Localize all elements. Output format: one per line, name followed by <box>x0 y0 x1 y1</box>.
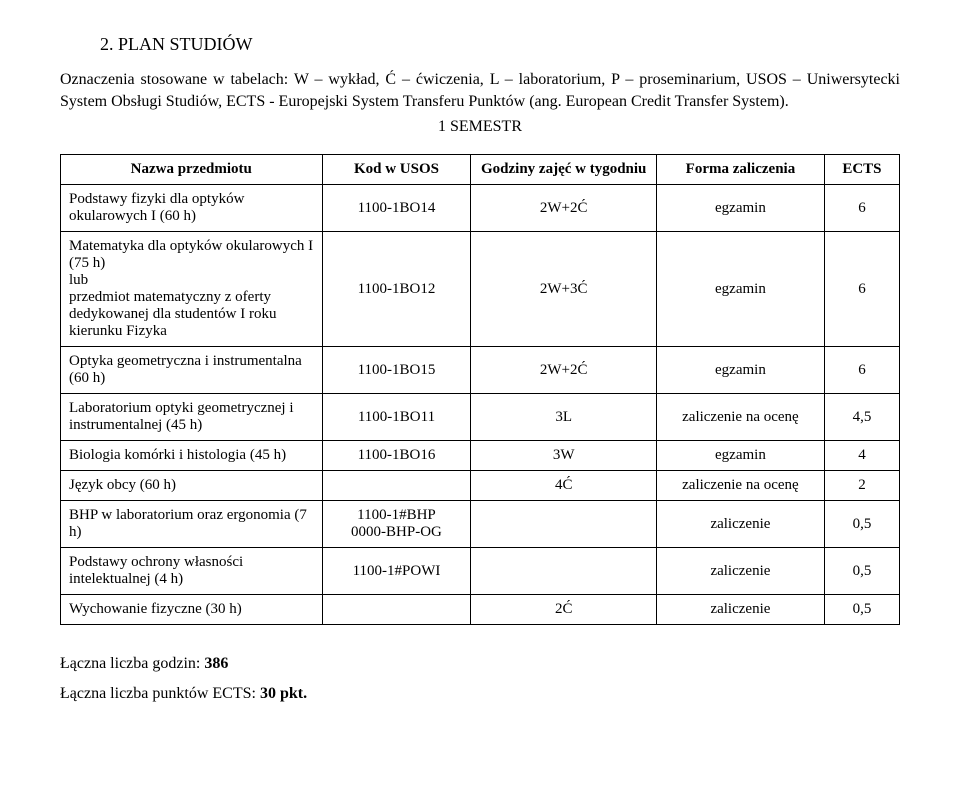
total-ects-value: 30 pkt. <box>260 685 307 702</box>
total-hours-value: 386 <box>204 655 228 672</box>
cell-code: 1100-1BO15 <box>322 347 471 394</box>
cell-code: 1100-1BO14 <box>322 185 471 232</box>
cell-hours: 2W+2Ć <box>471 185 657 232</box>
total-ects: Łączna liczba punktów ECTS: 30 pkt. <box>60 685 900 703</box>
total-hours: Łączna liczba godzin: 386 <box>60 655 900 673</box>
cell-ects: 0,5 <box>824 595 899 625</box>
page: 2. PLAN STUDIÓW Oznaczenia stosowane w t… <box>0 0 960 755</box>
cell-name: Optyka geometryczna i instrumentalna (60… <box>61 347 323 394</box>
cell-name: Matematyka dla optyków okularowych I (75… <box>61 232 323 347</box>
cell-hours: 2W+2Ć <box>471 347 657 394</box>
cell-ects: 0,5 <box>824 548 899 595</box>
cell-form: zaliczenie <box>656 595 824 625</box>
cell-name: BHP w laboratorium oraz ergonomia (7 h) <box>61 501 323 548</box>
cell-name: Biologia komórki i histologia (45 h) <box>61 441 323 471</box>
cell-hours: 4Ć <box>471 471 657 501</box>
semester-label: 1 SEMESTR <box>60 118 900 136</box>
table-header-row: Nazwa przedmiotu Kod w USOS Godziny zaję… <box>61 155 900 185</box>
cell-ects: 6 <box>824 232 899 347</box>
table-row: Laboratorium optyki geometrycznej i inst… <box>61 394 900 441</box>
cell-code: 1100-1#POWI <box>322 548 471 595</box>
intro-text: Oznaczenia stosowane w tabelach: W – wyk… <box>60 69 900 112</box>
cell-code: 1100-1BO12 <box>322 232 471 347</box>
cell-ects: 0,5 <box>824 501 899 548</box>
cell-form: zaliczenie <box>656 548 824 595</box>
table-row: Wychowanie fizyczne (30 h) 2Ć zaliczenie… <box>61 595 900 625</box>
col-ects: ECTS <box>824 155 899 185</box>
table-row: Język obcy (60 h) 4Ć zaliczenie na ocenę… <box>61 471 900 501</box>
cell-code: 1100-1BO16 <box>322 441 471 471</box>
cell-hours: 3L <box>471 394 657 441</box>
cell-ects: 4 <box>824 441 899 471</box>
total-ects-label: Łączna liczba punktów ECTS: <box>60 685 260 702</box>
cell-code <box>322 595 471 625</box>
total-hours-label: Łączna liczba godzin: <box>60 655 204 672</box>
cell-hours <box>471 501 657 548</box>
courses-table: Nazwa przedmiotu Kod w USOS Godziny zaję… <box>60 154 900 625</box>
cell-code <box>322 471 471 501</box>
cell-hours: 2Ć <box>471 595 657 625</box>
col-name: Nazwa przedmiotu <box>61 155 323 185</box>
col-form: Forma zaliczenia <box>656 155 824 185</box>
col-code: Kod w USOS <box>322 155 471 185</box>
cell-hours: 3W <box>471 441 657 471</box>
section-heading: 2. PLAN STUDIÓW <box>100 34 900 55</box>
cell-ects: 2 <box>824 471 899 501</box>
cell-form: zaliczenie na ocenę <box>656 394 824 441</box>
table-body: Podstawy fizyki dla optyków okularowych … <box>61 185 900 625</box>
cell-ects: 6 <box>824 347 899 394</box>
cell-name: Wychowanie fizyczne (30 h) <box>61 595 323 625</box>
cell-form: egzamin <box>656 441 824 471</box>
cell-code: 1100-1#BHP 0000-BHP-OG <box>322 501 471 548</box>
cell-form: zaliczenie <box>656 501 824 548</box>
footer: Łączna liczba godzin: 386 Łączna liczba … <box>60 655 900 703</box>
table-row: BHP w laboratorium oraz ergonomia (7 h) … <box>61 501 900 548</box>
cell-form: egzamin <box>656 347 824 394</box>
col-hours: Godziny zajęć w tygodniu <box>471 155 657 185</box>
table-row: Podstawy fizyki dla optyków okularowych … <box>61 185 900 232</box>
cell-form: zaliczenie na ocenę <box>656 471 824 501</box>
cell-ects: 6 <box>824 185 899 232</box>
cell-form: egzamin <box>656 232 824 347</box>
table-row: Biologia komórki i histologia (45 h) 110… <box>61 441 900 471</box>
cell-hours: 2W+3Ć <box>471 232 657 347</box>
cell-name: Podstawy ochrony własności intelektualne… <box>61 548 323 595</box>
table-row: Optyka geometryczna i instrumentalna (60… <box>61 347 900 394</box>
cell-name: Podstawy fizyki dla optyków okularowych … <box>61 185 323 232</box>
table-row: Podstawy ochrony własności intelektualne… <box>61 548 900 595</box>
cell-hours <box>471 548 657 595</box>
cell-code: 1100-1BO11 <box>322 394 471 441</box>
cell-name: Język obcy (60 h) <box>61 471 323 501</box>
cell-form: egzamin <box>656 185 824 232</box>
table-row: Matematyka dla optyków okularowych I (75… <box>61 232 900 347</box>
cell-name: Laboratorium optyki geometrycznej i inst… <box>61 394 323 441</box>
cell-ects: 4,5 <box>824 394 899 441</box>
